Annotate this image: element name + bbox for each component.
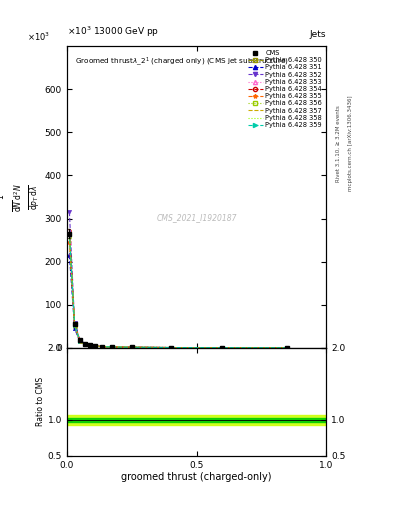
Y-axis label: Ratio to CMS: Ratio to CMS (36, 377, 45, 426)
Text: $\times 10^3$ 13000 GeV pp: $\times 10^3$ 13000 GeV pp (67, 25, 159, 39)
Text: mcplots.cern.ch [arXiv:1306.3436]: mcplots.cern.ch [arXiv:1306.3436] (348, 96, 353, 191)
Y-axis label: $\mathrm{1}$
$\overline{\mathrm{d}N}$ $\mathrm{d}^2N$
$\overline{\mathrm{d}p_T\,: $\mathrm{1}$ $\overline{\mathrm{d}N}$ $\… (0, 182, 42, 211)
X-axis label: groomed thrust (charged-only): groomed thrust (charged-only) (121, 472, 272, 482)
Text: Jets: Jets (310, 30, 326, 39)
Text: Groomed thrust$\lambda\_2^1$ (charged only) (CMS jet substructure): Groomed thrust$\lambda\_2^1$ (charged on… (75, 55, 288, 68)
Text: Rivet 3.1.10, ≥ 3.2M events: Rivet 3.1.10, ≥ 3.2M events (336, 105, 341, 182)
Text: CMS_2021_I1920187: CMS_2021_I1920187 (156, 214, 237, 223)
Legend: CMS, Pythia 6.428 350, Pythia 6.428 351, Pythia 6.428 352, Pythia 6.428 353, Pyt: CMS, Pythia 6.428 350, Pythia 6.428 351,… (248, 50, 323, 129)
Text: $\times 10^3$: $\times 10^3$ (27, 31, 50, 43)
